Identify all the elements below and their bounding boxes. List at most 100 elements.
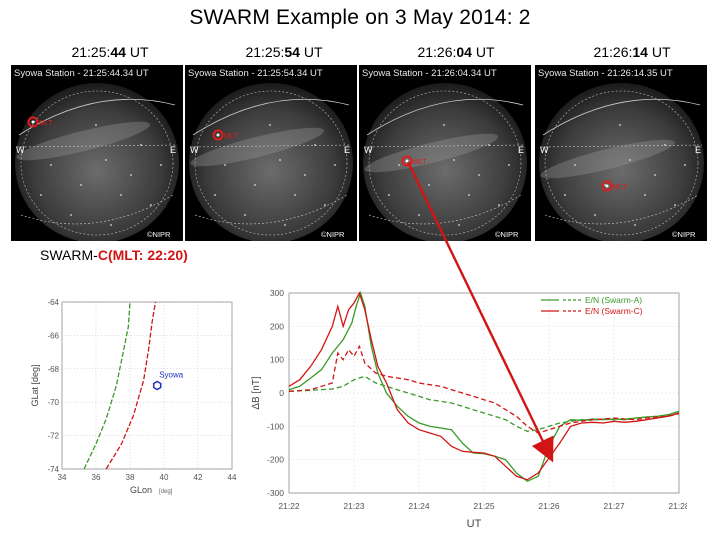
map-track-line: [105, 301, 157, 470]
star: [80, 184, 82, 186]
swarm-position-dot: [31, 120, 35, 124]
west-label: W: [364, 145, 373, 155]
swarm-position-dot: [405, 159, 409, 163]
star: [478, 174, 480, 176]
star: [284, 224, 286, 226]
aurora-band: [540, 139, 675, 179]
allsky-group: Syowa Station - 21:26:14.35 UT W E ©NIPR MLT: [538, 68, 704, 241]
allsky-header: Syowa Station - 21:26:14.35 UT: [538, 68, 673, 79]
marker-label: MLT: [39, 120, 53, 127]
mlat-line: [16, 144, 178, 148]
mag-series-line: [288, 344, 680, 434]
star: [388, 194, 390, 196]
mag-ytick-label: 100: [270, 355, 284, 365]
star: [304, 174, 306, 176]
swarm-position-dot: [216, 133, 220, 137]
star: [629, 159, 631, 161]
aurora-band: [16, 121, 151, 161]
star: [418, 214, 420, 216]
map-ytick-label: -70: [47, 398, 59, 407]
west-label: W: [190, 145, 199, 155]
allsky-header: Syowa Station - 21:25:54.34 UT: [188, 68, 323, 79]
star: [244, 214, 246, 216]
mag-xtick-label: 21:25: [473, 501, 495, 511]
allsky-group: Syowa Station - 21:26:04.34 UT W E ©NIPR MLT: [362, 68, 527, 241]
map-ytick-label: -74: [47, 465, 59, 474]
map-ytick-label: -68: [47, 365, 59, 374]
allsky-group: Syowa Station - 21:25:44.34 UT W E ©NIPR MLT: [14, 68, 179, 241]
star: [644, 194, 646, 196]
map-xaxis-unit: [deg]: [159, 489, 173, 495]
star: [110, 224, 112, 226]
star: [488, 144, 490, 146]
marker-label: MLT: [613, 184, 627, 191]
marker-label: MLT: [224, 133, 238, 140]
star: [324, 204, 326, 206]
mag-series-line: [288, 375, 680, 432]
swarm-satellite-label: SWARM-C(MLT: 22:20): [40, 247, 188, 263]
star: [120, 194, 122, 196]
marker-label: MLT: [413, 159, 427, 166]
allsky-header: Syowa Station - 21:25:44.34 UT: [14, 68, 149, 79]
star: [453, 159, 455, 161]
mlat-line: [544, 194, 699, 225]
allsky-svg-4: Syowa Station - 21:26:14.35 UT W E ©NIPR MLT: [538, 68, 704, 241]
swarm-position-marker: [212, 129, 224, 141]
star: [279, 159, 281, 161]
star: [95, 124, 97, 126]
mlat-line: [194, 194, 348, 225]
mag-ytick-label: 300: [270, 288, 284, 298]
east-label: E: [344, 145, 350, 155]
map-xtick-label: 40: [160, 473, 169, 482]
swarm-position-marker: [27, 116, 39, 128]
mag-xaxis-label: UT: [467, 518, 482, 530]
allsky-header: Syowa Station - 21:26:04.34 UT: [362, 68, 497, 79]
mlat-line: [364, 144, 526, 148]
swarm-position-marker: [601, 180, 613, 192]
legend-entry: E/N (Swarm-C): [585, 306, 643, 316]
mlat-line: [192, 98, 350, 136]
allsky-group: Syowa Station - 21:25:54.34 UT W E ©NIPR MLT: [188, 68, 353, 241]
mlat-line: [542, 98, 701, 136]
map-xtick-label: 36: [92, 473, 101, 482]
allsky-svg-3: Syowa Station - 21:26:04.34 UT W E ©NIPR MLT: [362, 68, 527, 241]
star: [254, 184, 256, 186]
map-ytick-label: -72: [47, 432, 59, 441]
copyright-label: ©NIPR: [495, 230, 519, 239]
mag-ytick-label: -100: [267, 421, 284, 431]
star: [130, 174, 132, 176]
star: [40, 194, 42, 196]
map-yaxis-label: GLat [deg]: [30, 364, 40, 406]
mlat-line: [540, 144, 703, 148]
star: [604, 184, 606, 186]
map-xtick-label: 44: [228, 473, 237, 482]
star: [654, 174, 656, 176]
star: [674, 204, 676, 206]
east-label: E: [518, 145, 524, 155]
magnetic-field-chart: -300 -200 -100 0 100 200 300 21:22 21:23 21:24 21:…: [251, 288, 687, 530]
star: [684, 164, 686, 166]
star: [214, 194, 216, 196]
star: [498, 204, 500, 206]
mag-ytick-label: -300: [267, 488, 284, 498]
station-label: Syowa: [159, 371, 184, 380]
panel-time-label-1: 21:25:44 UT: [71, 44, 149, 60]
star: [224, 164, 226, 166]
copyright-label: ©NIPR: [147, 230, 171, 239]
copyright-label: ©NIPR: [672, 230, 696, 239]
allsky-image-1: Syowa Station - 21:25:44.34 UT W E ©NIPR MLT: [11, 65, 183, 241]
map-xtick-label: 42: [194, 473, 203, 482]
allsky-svg-1: Syowa Station - 21:25:44.34 UT W E ©NIPR MLT: [14, 68, 179, 241]
map-ytick-label: -64: [47, 298, 59, 307]
map-xaxis-label: GLon: [130, 485, 152, 495]
sky-disc: [189, 83, 353, 241]
map-ytick-label: -66: [47, 331, 59, 340]
allsky-svg-2: Syowa Station - 21:25:54.34 UT W E ©NIPR MLT: [188, 68, 353, 241]
star: [458, 224, 460, 226]
mag-xtick-label: 21:27: [603, 501, 625, 511]
star: [150, 204, 152, 206]
star: [619, 124, 621, 126]
mag-ytick-label: 0: [279, 388, 284, 398]
star: [50, 164, 52, 166]
star: [294, 194, 296, 196]
